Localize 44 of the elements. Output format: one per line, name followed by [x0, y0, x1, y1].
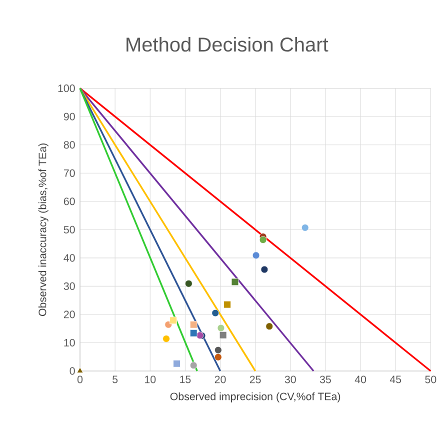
- x-tick-label: 0: [77, 376, 83, 384]
- point: [76, 367, 84, 373]
- y-axis-title: Observed inaccuracy (bias,%of TEa): [38, 144, 48, 316]
- point: [260, 266, 268, 274]
- point: [173, 360, 180, 368]
- point: [190, 329, 198, 337]
- point: [185, 280, 192, 288]
- y-tick-label: 0: [70, 367, 75, 375]
- point: [190, 362, 198, 369]
- y-tick-label: 40: [64, 254, 75, 262]
- y-tick-label: 50: [64, 226, 75, 234]
- x-axis-title: Observed imprecision (CV,%of TEa): [170, 392, 340, 402]
- x-tick-label: 50: [425, 376, 436, 384]
- y-tick-label: 10: [64, 338, 75, 346]
- point: [190, 320, 198, 328]
- y-tick-label: 20: [64, 310, 75, 318]
- point: [217, 324, 225, 332]
- y-tick-label: 70: [64, 169, 75, 177]
- point: [259, 236, 267, 244]
- y-tick-label: 100: [58, 84, 75, 92]
- point: [162, 335, 170, 342]
- x-tick-label: 5: [112, 376, 118, 384]
- x-tick-label: 45: [390, 376, 402, 384]
- point: [252, 252, 260, 260]
- y-tick-label: 30: [64, 282, 75, 290]
- x-tick-label: 30: [284, 376, 296, 384]
- point: [231, 278, 239, 286]
- x-tick-label: 25: [250, 376, 261, 384]
- y-tick-label: 80: [64, 141, 75, 149]
- point: [170, 316, 177, 324]
- point: [219, 331, 227, 339]
- chart-title: Method Decision Chart: [126, 36, 328, 52]
- point: [212, 309, 220, 317]
- y-tick-label: 60: [64, 198, 75, 206]
- x-tick-label: 15: [180, 376, 191, 384]
- x-tick-label: 10: [145, 376, 156, 384]
- point: [301, 224, 309, 232]
- point: [214, 353, 222, 361]
- y-tick-label: 90: [64, 112, 75, 120]
- x-tick-label: 20: [214, 376, 226, 384]
- x-tick-label: 40: [354, 376, 366, 384]
- point: [224, 300, 231, 308]
- x-tick-label: 35: [320, 376, 331, 384]
- point: [214, 346, 222, 354]
